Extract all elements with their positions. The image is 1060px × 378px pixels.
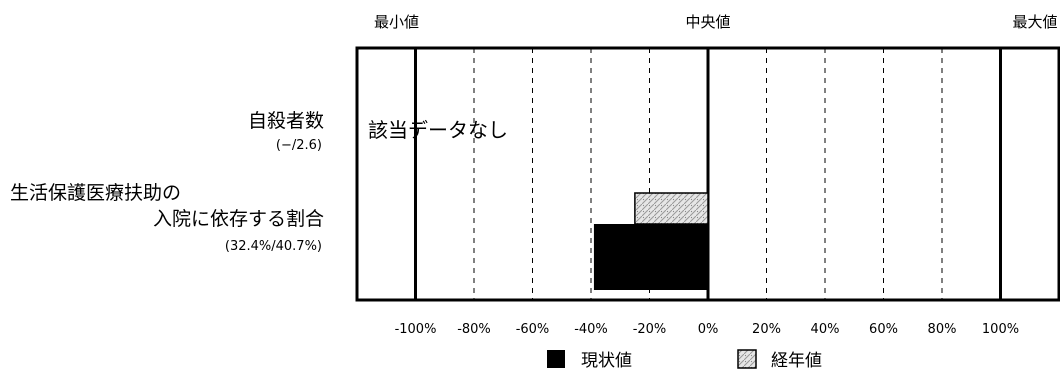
- no-data-text: 該当データなし: [368, 118, 508, 142]
- category-label-2-line1: 生活保護医療扶助の: [10, 182, 181, 204]
- bars: [593, 192, 709, 290]
- legend-label-trend: 経年値: [771, 351, 822, 371]
- bar-trend: [634, 192, 709, 225]
- label-min: 最小値: [374, 13, 419, 31]
- category-sub-1: (−/2.6): [276, 138, 322, 153]
- x-tick-label: -80%: [457, 322, 491, 337]
- x-tick-label: -60%: [516, 322, 550, 337]
- x-tick-label: -20%: [633, 322, 667, 337]
- category-sub-2: (32.4%/40.7%): [225, 239, 322, 254]
- x-tick-label: -40%: [574, 322, 608, 337]
- legend-swatch-current: [547, 350, 565, 368]
- label-max: 最大値: [1012, 13, 1057, 31]
- category-label-2-line2: 入院に依存する割合: [153, 208, 324, 230]
- x-tick-label: 100%: [982, 322, 1019, 337]
- category-label-1: 自殺者数: [248, 110, 324, 132]
- x-tick-label: 80%: [928, 322, 957, 337]
- x-tick-label: -100%: [395, 322, 437, 337]
- legend-swatch-trend: [737, 349, 757, 369]
- x-tick-label: 0%: [698, 322, 719, 337]
- x-tick-label: 20%: [752, 322, 781, 337]
- legend: 現状値 経年値: [547, 349, 822, 371]
- bar-current: [593, 224, 708, 290]
- legend-label-current: 現状値: [581, 351, 632, 371]
- x-axis-ticks: -100% -80% -60% -40% -20% 0% 20% 40% 60% 80% 100%: [395, 322, 1020, 337]
- x-tick-label: 40%: [811, 322, 840, 337]
- x-tick-label: 60%: [869, 322, 898, 337]
- label-median: 中央値: [685, 13, 730, 31]
